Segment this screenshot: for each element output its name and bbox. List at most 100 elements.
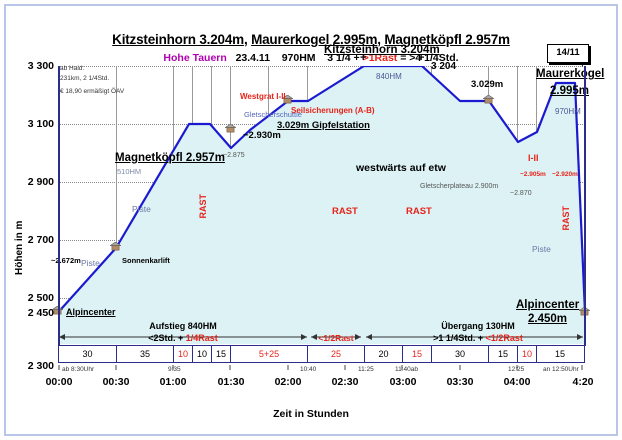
label-magnetkoepfl: Magnetköpfl 2.957m [115,152,225,164]
label-piste-1: Piste [81,258,100,268]
xnote-0: ab 8:30Uhr [62,366,95,373]
label-rast-4: RAST [561,206,571,231]
span-title-1: Aufstieg 840HM [149,321,217,331]
y-tick-2500: 2 500 [27,292,54,304]
x-tick-2: 01:00 [159,376,187,388]
span-sub-3-red: <1/2Rast [485,333,523,343]
summit-cross-icon-3: + [580,60,585,69]
x-tick-9: 4:20 [572,376,594,388]
duration-cell-6: 5+25 [231,346,308,362]
approach-line-1: ab Haid: [60,65,85,72]
label-sonnenkarlift: Sonnenkarlift [122,256,170,265]
y-tick-2300: 2 300 [27,360,54,372]
xnote-5: 12:25 [508,366,525,373]
label-2870: ~2.870 [510,190,532,197]
label-magnetkoepfl-hm: 510HM [117,167,142,176]
summit-cross-icon-1: + [360,52,367,64]
label-westgrat: Westgrat I-II [240,92,286,101]
x-axis-title: Zeit in Stunden [273,408,349,420]
y-axis-line [58,66,60,346]
label-maurerkogel: Maurerkogel [536,68,605,80]
date-label: 23.4.11 [235,52,271,64]
label-2920: ~2.920m [552,171,578,178]
duration-cell-8: 20 [365,346,403,362]
duration-cell-4: 10 [193,346,212,362]
elevation-chart: + + + Alpincenter ~2.672m Sonnenkarlift … [51,44,604,344]
profile-fill [58,66,585,344]
hut-icon-2930 [225,124,236,133]
duration-cell-3: 10 [174,346,193,362]
page-title: Kitzsteinhorn 3.204m, Maurerkogel 2.995m… [112,32,510,47]
label-3029-right: 3.029m [471,79,504,90]
duration-cell-12: 10 [518,346,537,362]
y-tick-3100: 3 100 [27,118,54,130]
label-rast-2: RAST [332,206,358,217]
page-badge: 14/11 [547,44,589,63]
approach-line-3: € 18,90 ermäßigt ÖAV [60,88,125,96]
span-title-3: Übergang 130HM [441,321,515,331]
label-2930: ~2.930m [243,130,281,141]
label-kitz-hm: 840HM [376,72,402,81]
span-sub-1-red: 1/4Rast [185,333,218,343]
span-sub-3-black: >1 1/4Std. + [433,333,486,343]
label-rast-3: RAST [406,206,432,217]
total-label: = >4 1/4Std. [400,52,459,64]
label-2905: ~2.905m [520,171,546,178]
label-kitz-alt: 3 204 [431,61,457,72]
duration-row: 30 35 10 10 15 5+25 25 20 15 30 15 10 15 [58,346,585,363]
profile-line [58,66,585,314]
label-maurerkogel-alt: 2.995m [550,85,590,97]
span-sub-1: <2Std. + 1/4Rast [118,333,248,343]
label-2875: ~2.875 [223,152,245,159]
y-tick-2700: 2 700 [27,234,54,246]
approach-info-box: ab Haid: 231km, 2 1/4Std. € 18,90 ermäßi… [60,64,124,97]
label-kitzsteinhorn: Kitzsteinhorn 3.204m [324,44,440,56]
duration-cell-7: 25 [308,346,365,362]
label-westwaerts: westwärts auf etw [356,162,446,174]
label-alpincenter-start: Alpincenter [66,307,116,317]
duration-label: 3 1/4 + [327,52,360,64]
label-maurerkogel-hm: 970HM [555,107,581,116]
x-tick-1: 00:30 [102,376,130,388]
xnote-6: an 12:50Uhr [543,366,579,373]
duration-cell-9: 15 [403,346,432,362]
x-tick-4: 02:00 [274,376,302,388]
title-peak-3: Magnetköpfl 2.957m [384,32,510,47]
x-tick-6: 03:00 [389,376,417,388]
label-piste-2: Piste [132,204,151,214]
y-tick-3300: 3 300 [27,60,54,72]
label-gipfelstation: 3.029m Gipfelstation [277,120,370,131]
y-axis-line-right [584,66,586,346]
x-tick-3: 01:30 [217,376,245,388]
hut-icon-alpincenter-start [52,306,63,315]
duration-cell-5: 15 [212,346,231,362]
y-axis-title: Höhen in m [14,220,25,275]
approach-line-2: 231km, 2 1/4Std. [60,75,110,83]
span-row: Aufstieg 840HM <2Std. + 1/4Rast <1/2Rast… [58,321,585,345]
rest-label: >1Rast [362,52,398,64]
x-tick-8: 04:00 [503,376,531,388]
duration-cell-10: 30 [432,346,489,362]
y-tick-2900: 2 900 [27,176,54,188]
label-gletscherschuttle: Gletscherschuttle [244,110,302,119]
summit-cross-icon-2: + [418,52,425,64]
span-sub-3: >1 1/4Std. + <1/2Rast [408,333,548,343]
hut-icon-gipfelstation [282,95,293,104]
xnote-4: 11:40ab [395,366,419,373]
x-axis-line [58,344,585,347]
label-rast-1: RAST [198,194,208,219]
span-sub-2-red: <1/2Rast [318,333,354,343]
x-tick-7: 03:30 [446,376,474,388]
x-tick-5: 02:30 [331,376,359,388]
vgridline-1 [116,66,117,344]
subtitle: Hohe Tauern 23.4.11 970HM 3 1/4 + >1Rast… [0,52,622,64]
hut-icon-sonnenkarlift [110,242,121,251]
region-label: Hohe Tauern [163,52,227,64]
span-arrows-svg [59,334,583,340]
profile-svg [58,66,585,344]
duration-cell-1: 30 [59,346,117,362]
label-2672: ~2.672m [51,256,81,265]
xnote-1: 9:35 [168,366,181,373]
y-tick-2450: 2 450 [27,307,54,319]
